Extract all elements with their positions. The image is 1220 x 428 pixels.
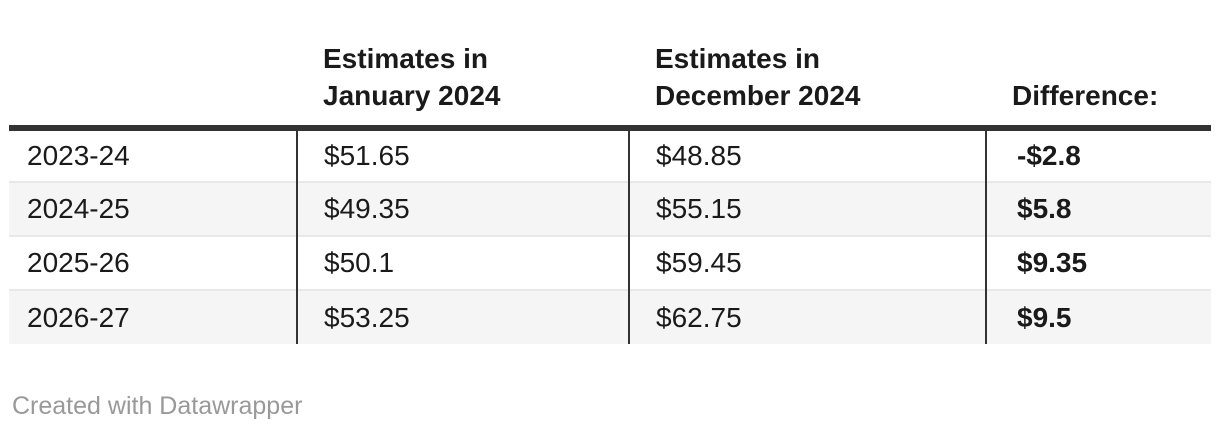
header-january-estimates: Estimates in January 2024 xyxy=(297,0,629,131)
header-december-line1: Estimates in xyxy=(655,43,820,74)
january-estimate-cell: $51.65 xyxy=(296,127,629,182)
table-row-2023-24: 2023-24 $51.65 $48.85 -$2.8 xyxy=(9,127,1211,182)
table-header: Estimates in January 2024 Estimates in D… xyxy=(9,0,1211,131)
year-cell: 2024-25 xyxy=(9,181,297,236)
header-january-line1: Estimates in xyxy=(323,43,488,74)
header-december-line2: December 2024 xyxy=(655,80,861,111)
table-row-2026-27: 2026-27 $53.25 $62.75 $9.5 xyxy=(9,289,1211,344)
difference-cell: -$2.8 xyxy=(985,127,1211,182)
table-body: 2023-24 $51.65 $48.85 -$2.8 2024-25 $49.… xyxy=(9,127,1211,344)
year-cell: 2025-26 xyxy=(9,235,297,290)
year-cell: 2023-24 xyxy=(9,127,297,182)
data-table: Estimates in January 2024 Estimates in D… xyxy=(9,0,1211,344)
header-january-line2: January 2024 xyxy=(323,80,501,111)
table-row-2024-25: 2024-25 $49.35 $55.15 $5.8 xyxy=(9,181,1211,236)
december-estimate-cell: $62.75 xyxy=(628,289,986,344)
header-year-empty xyxy=(9,0,297,131)
difference-cell: $9.35 xyxy=(985,235,1211,290)
header-difference: Difference: xyxy=(986,0,1211,131)
difference-cell: $9.5 xyxy=(985,289,1211,344)
january-estimate-cell: $53.25 xyxy=(296,289,629,344)
january-estimate-cell: $50.1 xyxy=(296,235,629,290)
header-row: Estimates in January 2024 Estimates in D… xyxy=(9,0,1211,131)
header-december-estimates: Estimates in December 2024 xyxy=(629,0,986,131)
january-estimate-cell: $49.35 xyxy=(296,181,629,236)
year-cell: 2026-27 xyxy=(9,289,297,344)
table-row-2025-26: 2025-26 $50.1 $59.45 $9.35 xyxy=(9,235,1211,290)
difference-cell: $5.8 xyxy=(985,181,1211,236)
december-estimate-cell: $55.15 xyxy=(628,181,986,236)
datawrapper-attribution-link[interactable]: Created with Datawrapper xyxy=(12,392,303,420)
december-estimate-cell: $59.45 xyxy=(628,235,986,290)
december-estimate-cell: $48.85 xyxy=(628,127,986,182)
